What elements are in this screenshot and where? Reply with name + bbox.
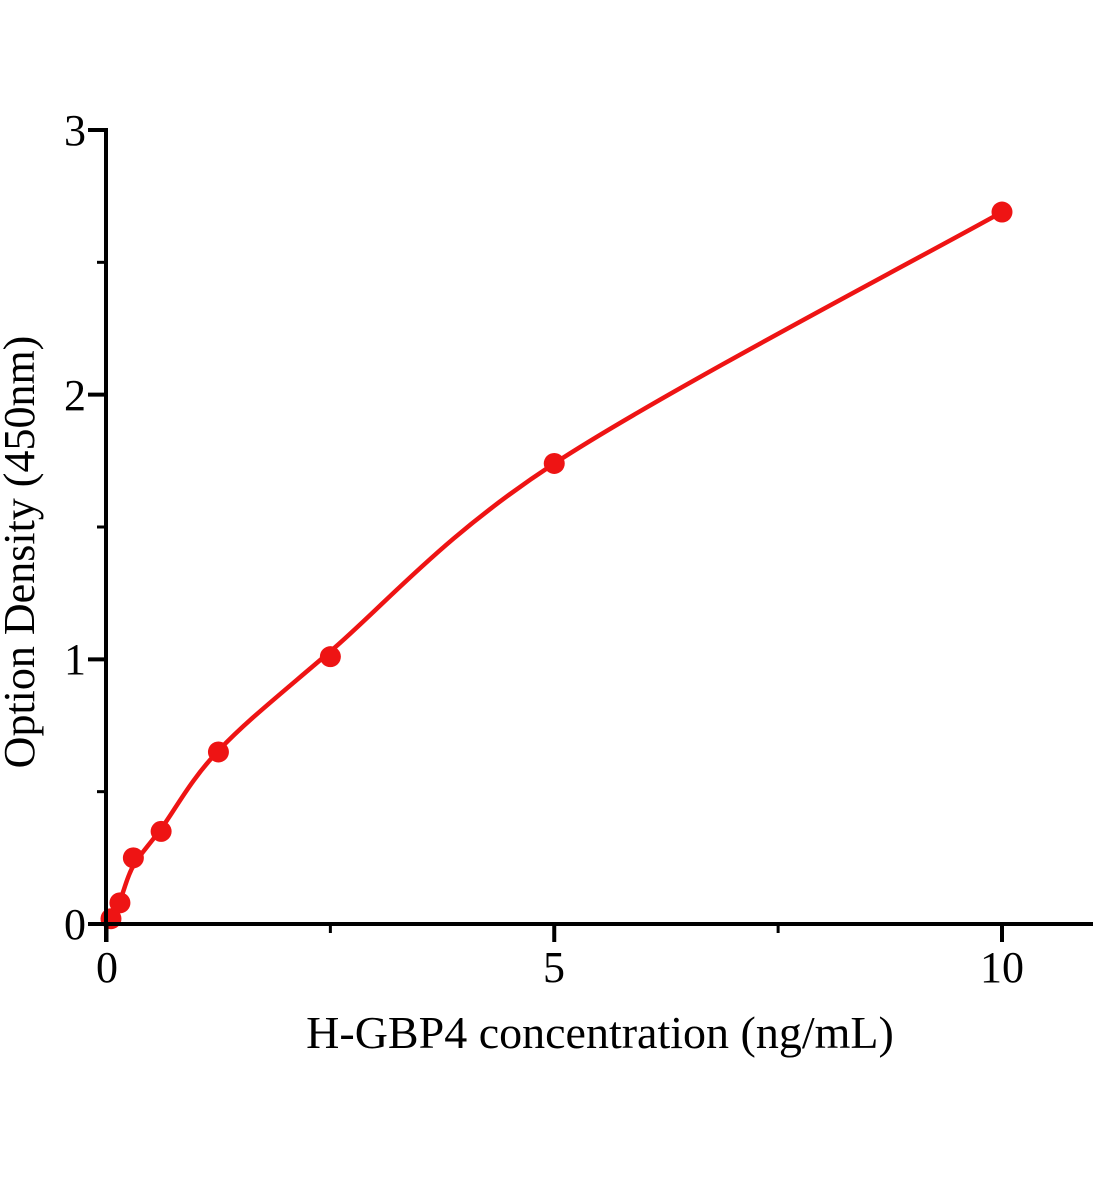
plot-layer [100, 201, 1013, 930]
x-tick-label-10: 10 [980, 943, 1024, 992]
data-point-6 [543, 452, 565, 474]
y-tick-label-1: 1 [64, 635, 86, 684]
x-axis-title: H-GBP4 concentration (ng/mL) [306, 1007, 894, 1058]
y-axis-title: Option Density (450nm) [0, 336, 44, 769]
data-point-1 [109, 892, 131, 914]
data-point-5 [319, 646, 341, 668]
y-tick-label-2: 2 [64, 371, 86, 420]
y-tick-label-3: 3 [64, 106, 86, 155]
data-point-7 [991, 201, 1013, 223]
x-tick-label-0: 0 [96, 943, 118, 992]
x-tick-label-5: 5 [543, 943, 565, 992]
axis-layer [88, 127, 1093, 942]
y-tick-label-0: 0 [64, 900, 86, 949]
data-point-3 [150, 820, 172, 842]
data-point-2 [122, 847, 144, 869]
x-axis-tick-labels: 0 5 10 [96, 943, 1024, 992]
y-axis-tick-labels: 0 1 2 3 [64, 106, 86, 949]
data-point-4 [207, 741, 229, 763]
fit-curve [104, 209, 1005, 927]
